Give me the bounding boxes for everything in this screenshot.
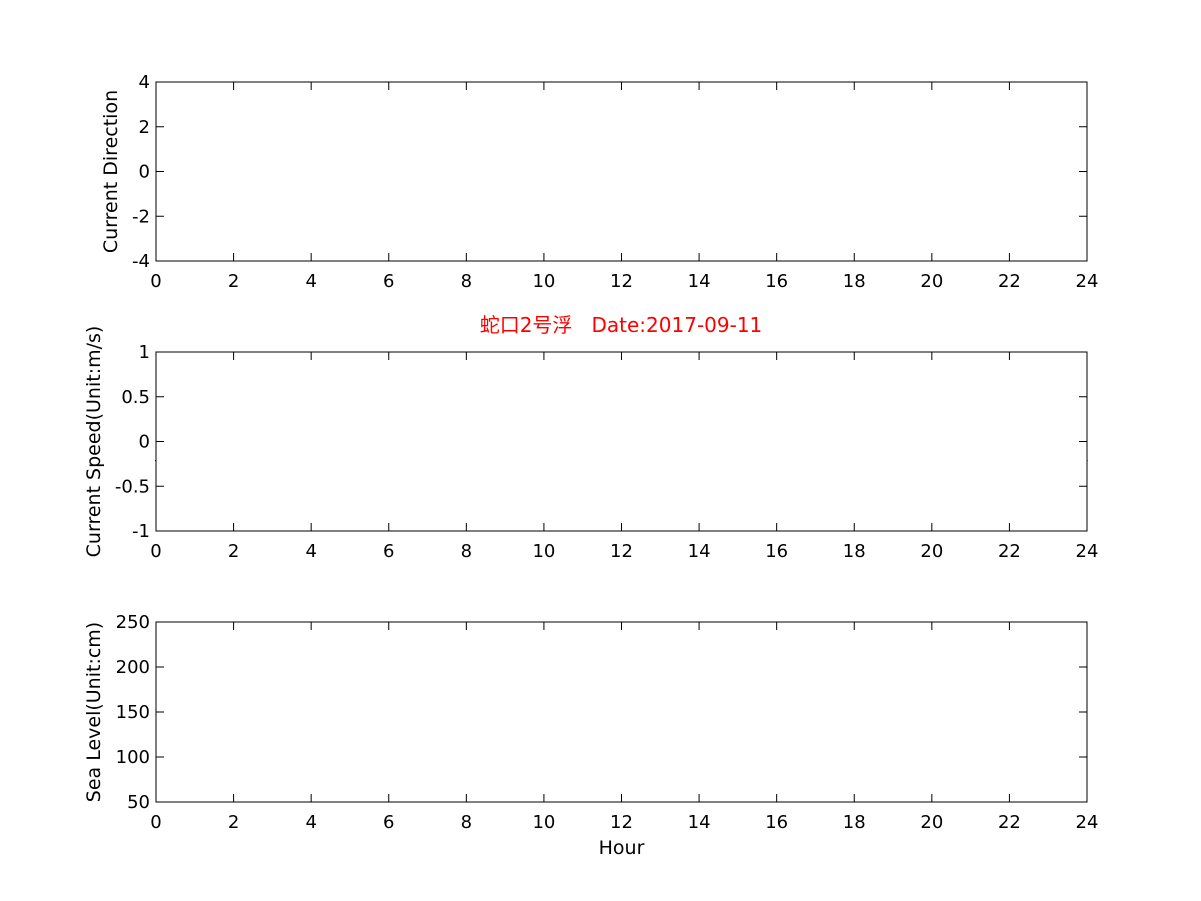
direction-axes-frame [155, 81, 1088, 262]
sea-level-xtick-label: 12 [610, 812, 633, 833]
speed-xtick-label: 6 [383, 541, 394, 562]
sea-level-ytick-label: 250 [116, 612, 150, 633]
direction-xtick-label: 12 [610, 271, 633, 292]
sea-level-ytick-label: 150 [116, 702, 150, 723]
speed-xtick-label: 22 [998, 541, 1021, 562]
direction-xtick-label: 14 [688, 271, 711, 292]
sea-level-xtick-label: 22 [998, 812, 1021, 833]
sea-level-xtick-label: 0 [150, 812, 161, 833]
direction-xtick-label: 2 [228, 271, 239, 292]
sea-level-xtick-label: 14 [688, 812, 711, 833]
speed-xtick-label: 20 [920, 541, 943, 562]
speed-ytick-label: -1 [132, 521, 150, 542]
sea-level-xtick-label: 18 [843, 812, 866, 833]
speed-xtick-label: 14 [688, 541, 711, 562]
speed-axes-frame [155, 351, 1088, 532]
speed-ytick-label: 1 [139, 342, 150, 363]
speed-xtick-label: 8 [461, 541, 472, 562]
direction-ytick-label: -2 [132, 206, 150, 227]
direction-xtick-label: 8 [461, 271, 472, 292]
sea-level-ylabel: Sea Level(Unit:cm) [83, 622, 105, 802]
direction-xtick-label: 4 [305, 271, 316, 292]
sea-level-xtick-label: 4 [305, 812, 316, 833]
speed-ylabel: Current Speed(Unit:m/s) [83, 326, 105, 558]
direction-xtick-label: 10 [532, 271, 555, 292]
speed-xtick-label: 10 [532, 541, 555, 562]
direction-xtick-label: 0 [150, 271, 161, 292]
speed-xtick-label: 4 [305, 541, 316, 562]
sea-level-xlabel: Hour [599, 837, 645, 859]
speed-ytick-label: 0 [139, 432, 150, 453]
speed-ytick-label: 0.5 [121, 387, 150, 408]
speed-xtick-label: 12 [610, 541, 633, 562]
speed-xtick-label: 24 [1076, 541, 1099, 562]
sea-level-ytick-label: 100 [116, 747, 150, 768]
speed-xtick-label: 2 [228, 541, 239, 562]
direction-ytick-label: 4 [139, 72, 150, 93]
direction-xtick-label: 24 [1076, 271, 1099, 292]
speed-xtick-label: 0 [150, 541, 161, 562]
current-speed-panel: 0 2 4 6 8 10 12 14 16 18 20 22 24-1-0.500.51Current … [83, 326, 1098, 562]
direction-ytick-label: 0 [139, 162, 150, 183]
direction-xtick-label: 16 [765, 271, 788, 292]
direction-ytick-label: -4 [132, 251, 150, 272]
figure-title: 蛇口2号浮 Date:2017-09-11 [480, 313, 763, 337]
speed-xtick-label: 16 [765, 541, 788, 562]
speed-xtick-label: 18 [843, 541, 866, 562]
sea-level-xtick-label: 16 [765, 812, 788, 833]
sea-level-ytick-label: 200 [116, 657, 150, 678]
sea-level-xtick-label: 2 [228, 812, 239, 833]
sea-level-xtick-label: 20 [920, 812, 943, 833]
direction-ylabel: Current Direction [100, 90, 122, 253]
direction-xtick-label: 6 [383, 271, 394, 292]
sea-level-ytick-label: 50 [127, 792, 150, 813]
direction-xtick-label: 22 [998, 271, 1021, 292]
direction-xtick-label: 18 [843, 271, 866, 292]
sea-level-xtick-label: 6 [383, 812, 394, 833]
sea-level-xtick-label: 8 [461, 812, 472, 833]
speed-ytick-label: -0.5 [115, 476, 150, 497]
direction-ytick-label: 2 [139, 117, 150, 138]
sea-level-axes-frame [155, 621, 1088, 803]
sea-level-xtick-label: 10 [532, 812, 555, 833]
direction-xtick-label: 20 [920, 271, 943, 292]
sea-level-xtick-label: 24 [1076, 812, 1099, 833]
